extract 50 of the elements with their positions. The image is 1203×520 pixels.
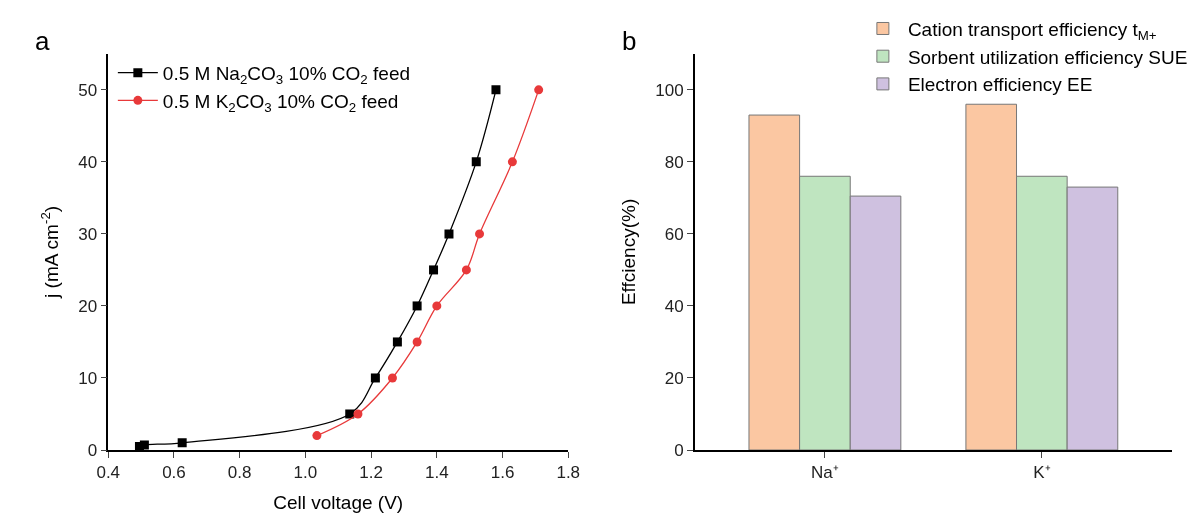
x-tick-label: 1.4: [425, 463, 449, 483]
legend-label: Sorbent utilization efficiency SUE: [907, 46, 1188, 68]
point: [177, 438, 187, 448]
x-tick-label: 0.6: [162, 463, 186, 483]
y-tick-label: 50: [78, 80, 98, 100]
x-tick-label: 0.4: [96, 463, 121, 483]
point: [387, 373, 397, 383]
y-tick-label: 0: [87, 440, 98, 460]
point: [432, 301, 442, 311]
point: [412, 337, 422, 347]
point: [139, 440, 149, 450]
point: [412, 301, 422, 311]
x-tick-label: K⁺: [1033, 463, 1051, 483]
text: b: [622, 26, 637, 56]
y-tick-label: 20: [664, 368, 684, 388]
y-axis-title: Effciency(%): [617, 198, 639, 306]
x-tick-label: 1.6: [490, 463, 515, 483]
y-tick-label: 40: [664, 296, 684, 316]
y-tick-label: 40: [78, 152, 98, 172]
x-tick-label: 1.2: [359, 463, 383, 483]
text: a: [35, 26, 50, 56]
point: [312, 431, 322, 441]
y-tick-label: 30: [78, 224, 98, 244]
x-tick-label: 1.8: [556, 463, 581, 483]
legend-label: Electron efficiency EE: [907, 74, 1093, 96]
point: [491, 85, 501, 95]
legend-label: Cation transport efficiency t$_{M+}$: [907, 18, 1157, 43]
point: [475, 229, 485, 239]
legend-label: 0.5 M Na$_{2}$CO$_{3}$ 10% CO$_{2}$ feed: [162, 63, 411, 88]
point: [392, 337, 402, 347]
y-tick-label: 20: [78, 296, 98, 316]
point: [507, 157, 517, 167]
point: [370, 373, 380, 383]
x-tick-label: Na⁺: [811, 463, 839, 483]
point: [461, 265, 471, 275]
y-tick-label: 60: [664, 224, 684, 244]
point: [353, 409, 363, 419]
point: [429, 265, 439, 275]
y-tick-label: 0: [674, 440, 684, 460]
point: [444, 229, 454, 239]
point: [471, 157, 481, 167]
point: [534, 85, 544, 95]
y-tick-label: 10: [78, 368, 98, 388]
legend-label: 0.5 M K$_{2}$CO$_{3}$ 10% CO$_{2}$ feed: [162, 90, 399, 115]
y-tick-label: 100: [655, 80, 684, 100]
x-tick-label: 1.0: [293, 463, 318, 483]
x-axis-title: Cell voltage (V): [273, 492, 404, 514]
x-tick-label: 0.8: [227, 463, 252, 483]
y-tick-label: 80: [664, 152, 684, 172]
point: [345, 409, 355, 419]
